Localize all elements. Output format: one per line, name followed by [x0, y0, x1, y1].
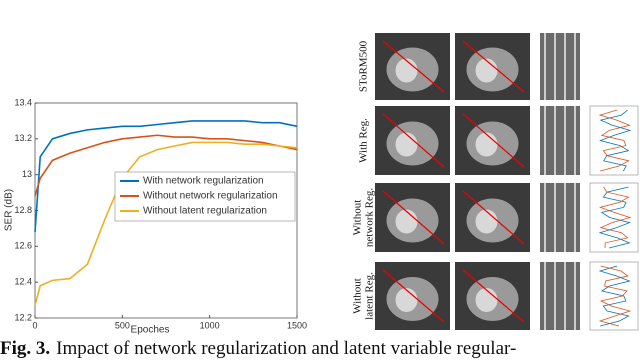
profile-line [462, 113, 525, 168]
profile-line [382, 190, 445, 245]
line-series [34, 141, 298, 306]
y-tick-label: 12.8 [14, 205, 32, 215]
y-axis-label: SER (dB) [4, 189, 15, 231]
legend-box [114, 171, 296, 222]
caption: Fig. 3. Impact of network regularization … [0, 338, 516, 360]
profile-line [462, 40, 525, 93]
latent-curve [598, 109, 632, 172]
row-label: SToRM500 [358, 40, 370, 92]
latent-curve [598, 186, 632, 249]
temporal-profile [540, 33, 580, 100]
profile-line [382, 113, 445, 168]
figure: Epoches SER (dB) SToRM500 With Reg. Withou… [4, 33, 639, 336]
ventricle [395, 58, 418, 83]
ventricle [395, 288, 418, 312]
legend-label: With network regularization [143, 176, 264, 187]
latent-plot [589, 261, 639, 331]
legend-label: Without latent regularization [143, 206, 267, 217]
row-label: With Reg. [358, 118, 370, 163]
ventricle [475, 58, 498, 83]
temporal-profile [540, 183, 580, 252]
latent-curve [598, 186, 631, 249]
caption-text: Impact of network regularization and lat… [56, 338, 517, 359]
profile-line [382, 269, 445, 323]
ventricle [395, 209, 418, 234]
row-label: Without [352, 200, 364, 236]
y-tick-label: 12.6 [14, 241, 32, 251]
ventricle [475, 132, 498, 157]
latent-curve [598, 265, 631, 327]
y-tick-label: 13.2 [14, 133, 32, 143]
ventricle [395, 132, 418, 157]
profile-line [462, 190, 525, 245]
row-label: Without [352, 278, 364, 314]
line-series [34, 134, 298, 197]
latent-curve [598, 265, 632, 327]
temporal-profile [540, 106, 580, 175]
y-tick-label: 12.4 [14, 277, 32, 287]
x-tick-label: 500 [115, 320, 130, 330]
row-label: network Reg. [364, 188, 376, 248]
y-tick-label: 13 [22, 169, 32, 179]
x-tick-label: 1500 [287, 320, 307, 330]
legend-label: Without network regularization [143, 191, 278, 202]
x-axis-label: Epoches [131, 325, 170, 336]
ventricle [475, 209, 498, 234]
profile-line [382, 40, 445, 93]
row-label: latent Reg. [364, 272, 376, 320]
ventricle [475, 288, 498, 312]
x-tick-label: 0 [32, 320, 37, 330]
caption-label: Fig. 3. [0, 338, 51, 359]
latent-curve [598, 109, 631, 172]
line-series [34, 120, 298, 233]
x-tick-label: 1000 [200, 320, 220, 330]
y-tick-label: 12.2 [14, 312, 32, 322]
y-tick-label: 13.4 [14, 97, 32, 107]
temporal-profile [540, 262, 580, 330]
profile-line [462, 269, 525, 323]
latent-plot [589, 105, 639, 176]
